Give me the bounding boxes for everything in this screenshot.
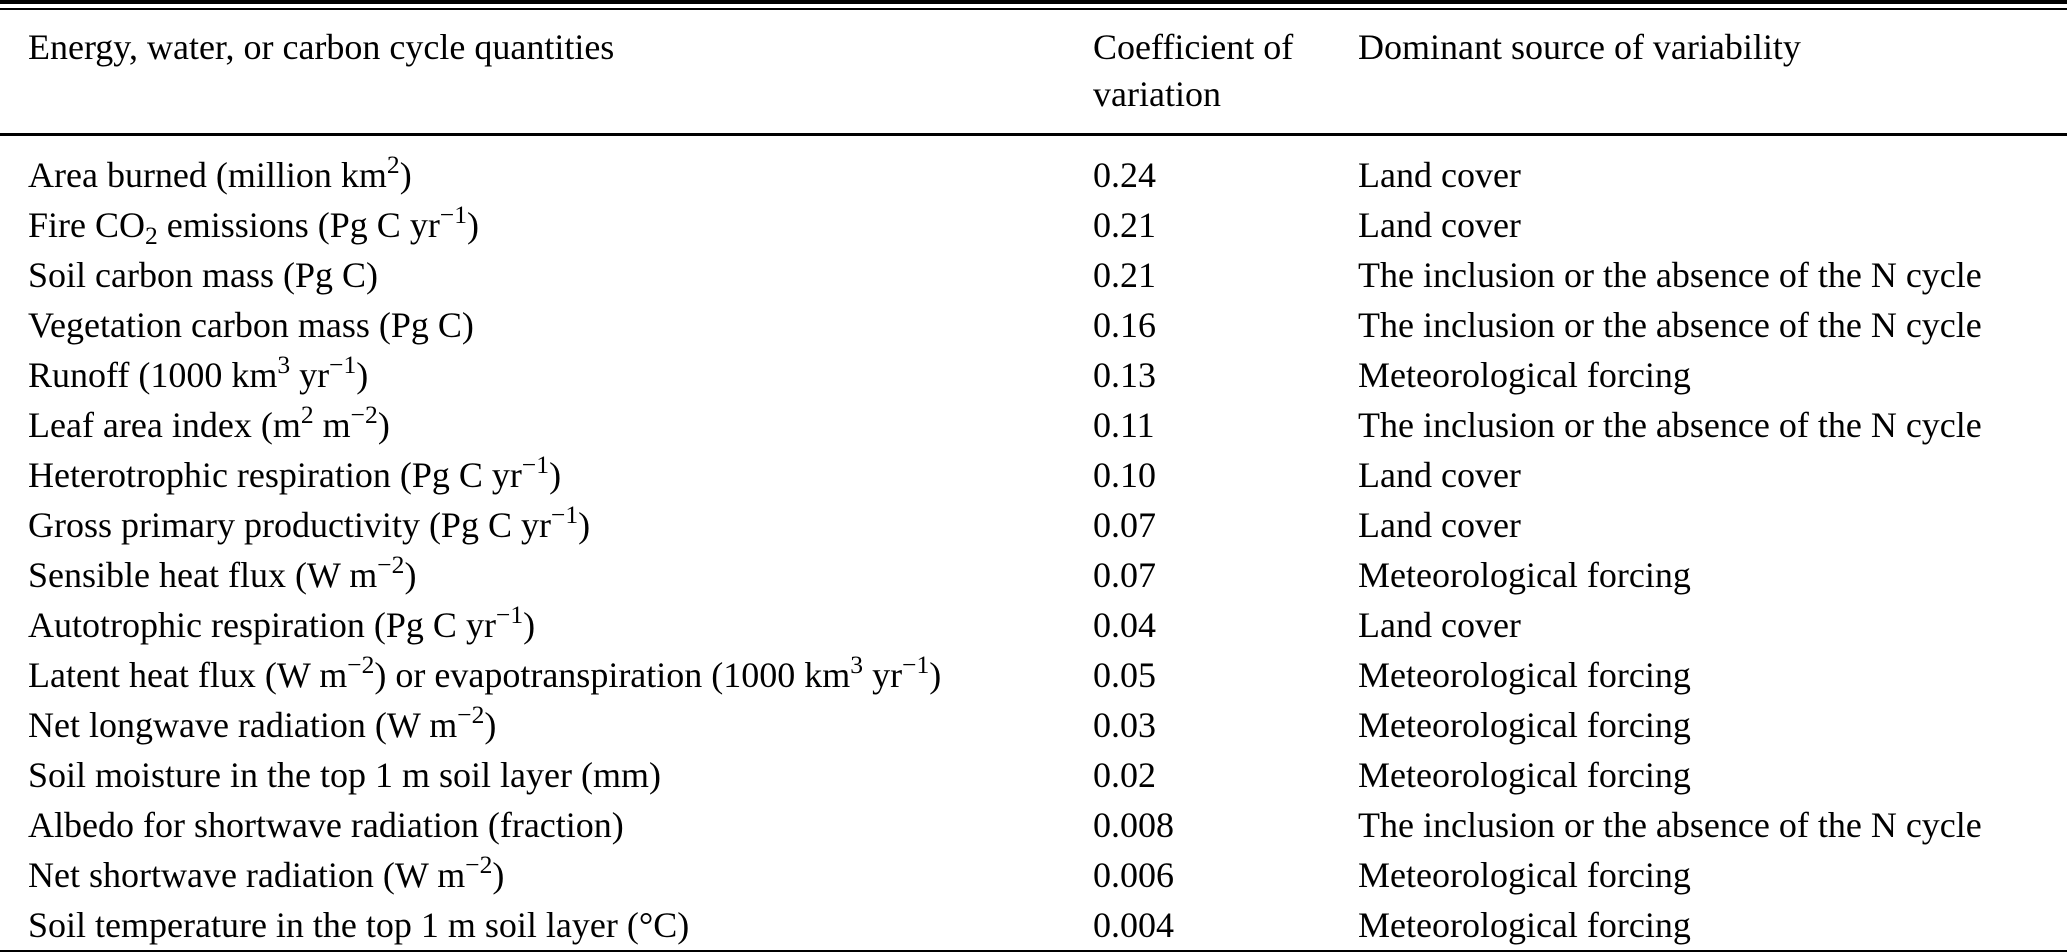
- quantity-cell: Albedo for shortwave radiation (fraction…: [28, 805, 624, 845]
- source-cell: The inclusion or the absence of the N cy…: [1358, 805, 1982, 845]
- cov-cell: 0.008: [1093, 805, 1174, 845]
- quantity-cell: Net shortwave radiation (W m−2): [28, 849, 505, 895]
- cov-cell: 0.05: [1093, 655, 1156, 695]
- quantity-cell: Latent heat flux (W m−2) or evapotranspi…: [28, 649, 942, 695]
- quantity-cell: Sensible heat flux (W m−2): [28, 549, 417, 595]
- quantity-cell: Area burned (million km2): [28, 149, 412, 195]
- quantity-cell: Gross primary productivity (Pg C yr−1): [28, 499, 591, 545]
- cov-cell: 0.24: [1093, 155, 1156, 195]
- quantity-cell: Heterotrophic respiration (Pg C yr−1): [28, 449, 562, 495]
- top-rule-outer: [0, 0, 2067, 4]
- table-body: Area burned (million km2) 0.24 Land cove…: [0, 135, 2067, 951]
- variability-table: Energy, water, or carbon cycle quantitie…: [0, 10, 2067, 950]
- table-row: Gross primary productivity (Pg C yr−1) 0…: [0, 500, 2067, 550]
- bottom-rule-inner: [0, 950, 2067, 952]
- table-row: Latent heat flux (W m−2) or evapotranspi…: [0, 650, 2067, 700]
- header-row: Energy, water, or carbon cycle quantitie…: [0, 10, 2067, 136]
- source-cell: Meteorological forcing: [1358, 555, 1691, 595]
- table-row: Sensible heat flux (W m−2) 0.07 Meteorol…: [0, 550, 2067, 600]
- cov-cell: 0.03: [1093, 705, 1156, 745]
- quantity-cell: Runoff (1000 km3 yr−1): [28, 349, 369, 395]
- source-cell: Land cover: [1358, 455, 1521, 495]
- source-cell: Meteorological forcing: [1358, 755, 1691, 795]
- cov-cell: 0.16: [1093, 305, 1156, 345]
- source-cell: Meteorological forcing: [1358, 705, 1691, 745]
- table-row: Soil moisture in the top 1 m soil layer …: [0, 750, 2067, 800]
- quantity-cell: Net longwave radiation (W m−2): [28, 699, 497, 745]
- source-cell: Land cover: [1358, 505, 1521, 545]
- table-row: Heterotrophic respiration (Pg C yr−1) 0.…: [0, 450, 2067, 500]
- source-cell: Land cover: [1358, 205, 1521, 245]
- quantity-cell: Autotrophic respiration (Pg C yr−1): [28, 599, 536, 645]
- quantity-cell: Soil temperature in the top 1 m soil lay…: [28, 905, 690, 945]
- table-row: Fire CO2 emissions (Pg C yr−1) 0.21 Land…: [0, 200, 2067, 250]
- cov-cell: 0.11: [1093, 405, 1155, 445]
- table-row: Autotrophic respiration (Pg C yr−1) 0.04…: [0, 600, 2067, 650]
- table-row: Soil temperature in the top 1 m soil lay…: [0, 900, 2067, 950]
- table-row: Soil carbon mass (Pg C) 0.21 The inclusi…: [0, 250, 2067, 300]
- quantity-cell: Leaf area index (m2 m−2): [28, 399, 390, 445]
- quantity-cell: Fire CO2 emissions (Pg C yr−1): [28, 199, 479, 251]
- cov-cell: 0.04: [1093, 605, 1156, 645]
- source-cell: The inclusion or the absence of the N cy…: [1358, 405, 1982, 445]
- table-row: Area burned (million km2) 0.24 Land cove…: [0, 135, 2067, 201]
- top-rule-inner: [0, 8, 2067, 10]
- table-row: Albedo for shortwave radiation (fraction…: [0, 800, 2067, 850]
- source-cell: Meteorological forcing: [1358, 355, 1691, 395]
- cov-cell: 0.006: [1093, 855, 1174, 895]
- table-row: Vegetation carbon mass (Pg C) 0.16 The i…: [0, 300, 2067, 350]
- header-quantities: Energy, water, or carbon cycle quantitie…: [0, 10, 1065, 136]
- table-header: Energy, water, or carbon cycle quantitie…: [0, 10, 2067, 136]
- table-row: Leaf area index (m2 m−2) 0.11 The inclus…: [0, 400, 2067, 450]
- cov-cell: 0.004: [1093, 905, 1174, 945]
- source-cell: Meteorological forcing: [1358, 855, 1691, 895]
- source-cell: Land cover: [1358, 605, 1521, 645]
- table-row: Runoff (1000 km3 yr−1) 0.13 Meteorologic…: [0, 350, 2067, 400]
- cov-cell: 0.02: [1093, 755, 1156, 795]
- cov-cell: 0.21: [1093, 255, 1156, 295]
- cov-cell: 0.21: [1093, 205, 1156, 245]
- quantity-cell: Soil moisture in the top 1 m soil layer …: [28, 755, 661, 795]
- quantity-cell: Soil carbon mass (Pg C): [28, 255, 378, 295]
- cov-cell: 0.07: [1093, 555, 1156, 595]
- header-coefficient-of-variation: Coefficient of variation: [1065, 10, 1358, 136]
- cov-cell: 0.13: [1093, 355, 1156, 395]
- header-dominant-source: Dominant source of variability: [1358, 10, 2067, 136]
- source-cell: The inclusion or the absence of the N cy…: [1358, 305, 1982, 345]
- table-row: Net shortwave radiation (W m−2) 0.006 Me…: [0, 850, 2067, 900]
- quantity-cell: Vegetation carbon mass (Pg C): [28, 305, 474, 345]
- table-row: Net longwave radiation (W m−2) 0.03 Mete…: [0, 700, 2067, 750]
- source-cell: The inclusion or the absence of the N cy…: [1358, 255, 1982, 295]
- source-cell: Land cover: [1358, 155, 1521, 195]
- source-cell: Meteorological forcing: [1358, 905, 1691, 945]
- source-cell: Meteorological forcing: [1358, 655, 1691, 695]
- cov-cell: 0.07: [1093, 505, 1156, 545]
- cov-cell: 0.10: [1093, 455, 1156, 495]
